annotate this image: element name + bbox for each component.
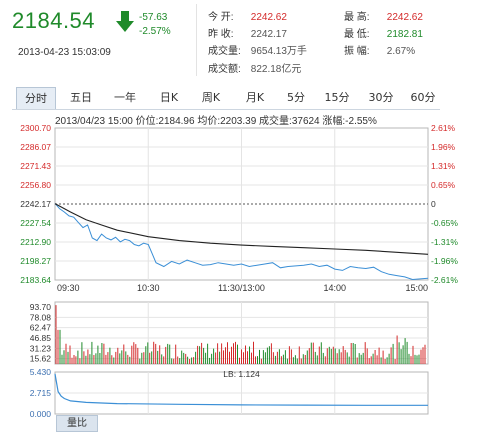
stat-low-label: 最 低: xyxy=(344,29,370,40)
lb-label: LB: 1.124 xyxy=(223,369,260,379)
change-block: -57.63 -2.57% xyxy=(139,11,171,39)
stat-open-label: 今 开: xyxy=(208,12,234,23)
stat-high-value: 2242.62 xyxy=(386,12,423,23)
price-y-tick-right: 1.31% xyxy=(431,161,456,171)
price-y-tick-right: 0.65% xyxy=(431,180,456,190)
lb-y-tick: 2.715 xyxy=(30,388,52,398)
lb-line xyxy=(54,373,428,406)
tab-five-day[interactable]: 五日 xyxy=(70,91,92,104)
price-y-tick-left: 2286.07 xyxy=(20,142,51,152)
price-y-tick-right: -1.31% xyxy=(431,237,458,247)
stat-amount-label: 成交额: xyxy=(208,64,241,75)
price-y-tick-left: 2256.80 xyxy=(20,180,51,190)
stat-high: 最 高: 2242.62 xyxy=(344,8,423,23)
quote-datetime: 2013-04-23 15:03:09 xyxy=(18,47,111,58)
volume-y-tick: 46.85 xyxy=(30,333,52,343)
lb-y-tick: 5.430 xyxy=(30,367,52,377)
price-y-tick-right: -1.96% xyxy=(431,256,458,266)
price-y-tick-right: 1.96% xyxy=(431,142,456,152)
stat-volume: 成交量: 9654.13万手 xyxy=(208,42,307,57)
price-x-tick: 14:00 xyxy=(323,283,346,293)
stat-high-label: 最 高: xyxy=(344,12,370,23)
price-y-tick-left: 2271.43 xyxy=(20,161,51,171)
change-percent: -2.57% xyxy=(139,26,171,37)
volume-y-tick: 15.62 xyxy=(30,354,52,364)
stat-amplitude: 振 幅: 2.67% xyxy=(344,42,415,57)
tab-monthly-k[interactable]: 月K xyxy=(245,91,265,104)
stat-low: 最 低: 2182.81 xyxy=(344,25,423,40)
price-y-tick-left: 2227.54 xyxy=(20,218,51,228)
chart-period-tabs: 分时 五日 一年 日K 周K 月K 5分 15分 30分 60分 xyxy=(12,87,440,110)
tab-5min[interactable]: 5分 xyxy=(287,91,305,104)
tab-weekly-k[interactable]: 周K xyxy=(201,91,221,104)
volume-y-tick: 78.08 xyxy=(30,312,52,322)
stat-amplitude-value: 2.67% xyxy=(386,46,416,57)
stat-volume-value: 9654.13万手 xyxy=(250,46,307,57)
stat-open: 今 开: 2242.62 xyxy=(208,8,287,23)
lb-y-tick: 0.000 xyxy=(30,409,52,419)
volume-y-tick: 62.47 xyxy=(30,323,52,333)
price-line xyxy=(54,203,429,281)
price-y-tick-right: 0 xyxy=(431,199,436,209)
change-value: -57.63 xyxy=(139,12,168,23)
tab-daily-k[interactable]: 日K xyxy=(159,91,179,104)
chart-info-line: 2013/04/23 15:00 价位:2184.96 均价:2203.39 成… xyxy=(55,116,377,127)
price-y-tick-right: -0.65% xyxy=(431,218,458,228)
volume-y-tick: 31.23 xyxy=(30,343,52,353)
stat-low-value: 2182.81 xyxy=(386,29,423,40)
tab-60min[interactable]: 60分 xyxy=(410,91,436,104)
volume-y-tick: 93.70 xyxy=(30,302,52,312)
price-x-tick: 11:30/13:00 xyxy=(218,283,265,293)
price-y-tick-left: 2212.90 xyxy=(20,237,51,247)
price-x-tick: 15:00 xyxy=(405,283,428,293)
stat-volume-label: 成交量: xyxy=(208,46,241,57)
price-y-tick-right: 2.61% xyxy=(431,123,456,133)
stat-prev-close-value: 2242.17 xyxy=(250,29,287,40)
stat-amount: 成交额: 822.18亿元 xyxy=(208,60,301,75)
stat-amplitude-label: 振 幅: xyxy=(344,46,370,57)
down-arrow-icon xyxy=(116,11,134,32)
stat-open-value: 2242.62 xyxy=(250,12,287,23)
tab-intraday[interactable]: 分时 xyxy=(16,87,56,109)
tab-volume-ratio[interactable]: 量比 xyxy=(56,415,98,432)
price-x-tick: 10:30 xyxy=(137,283,160,293)
header-divider xyxy=(196,4,197,76)
last-price: 2184.54 xyxy=(12,8,96,33)
stat-prev-close: 昨 收: 2242.17 xyxy=(208,25,287,40)
stat-prev-close-label: 昨 收: xyxy=(208,29,234,40)
price-y-tick-left: 2242.17 xyxy=(20,199,51,209)
tab-one-year[interactable]: 一年 xyxy=(114,91,136,104)
tab-15min[interactable]: 15分 xyxy=(324,91,350,104)
price-y-tick-left: 2300.70 xyxy=(20,123,51,133)
price-x-tick: 09:30 xyxy=(57,283,80,293)
stat-amount-value: 822.18亿元 xyxy=(250,64,302,75)
price-y-tick-left: 2198.27 xyxy=(20,256,51,266)
tab-30min[interactable]: 30分 xyxy=(368,91,394,104)
price-y-tick-left: 2183.64 xyxy=(20,275,51,285)
price-y-tick-right: -2.61% xyxy=(431,275,458,285)
avg-price-line xyxy=(54,203,429,255)
